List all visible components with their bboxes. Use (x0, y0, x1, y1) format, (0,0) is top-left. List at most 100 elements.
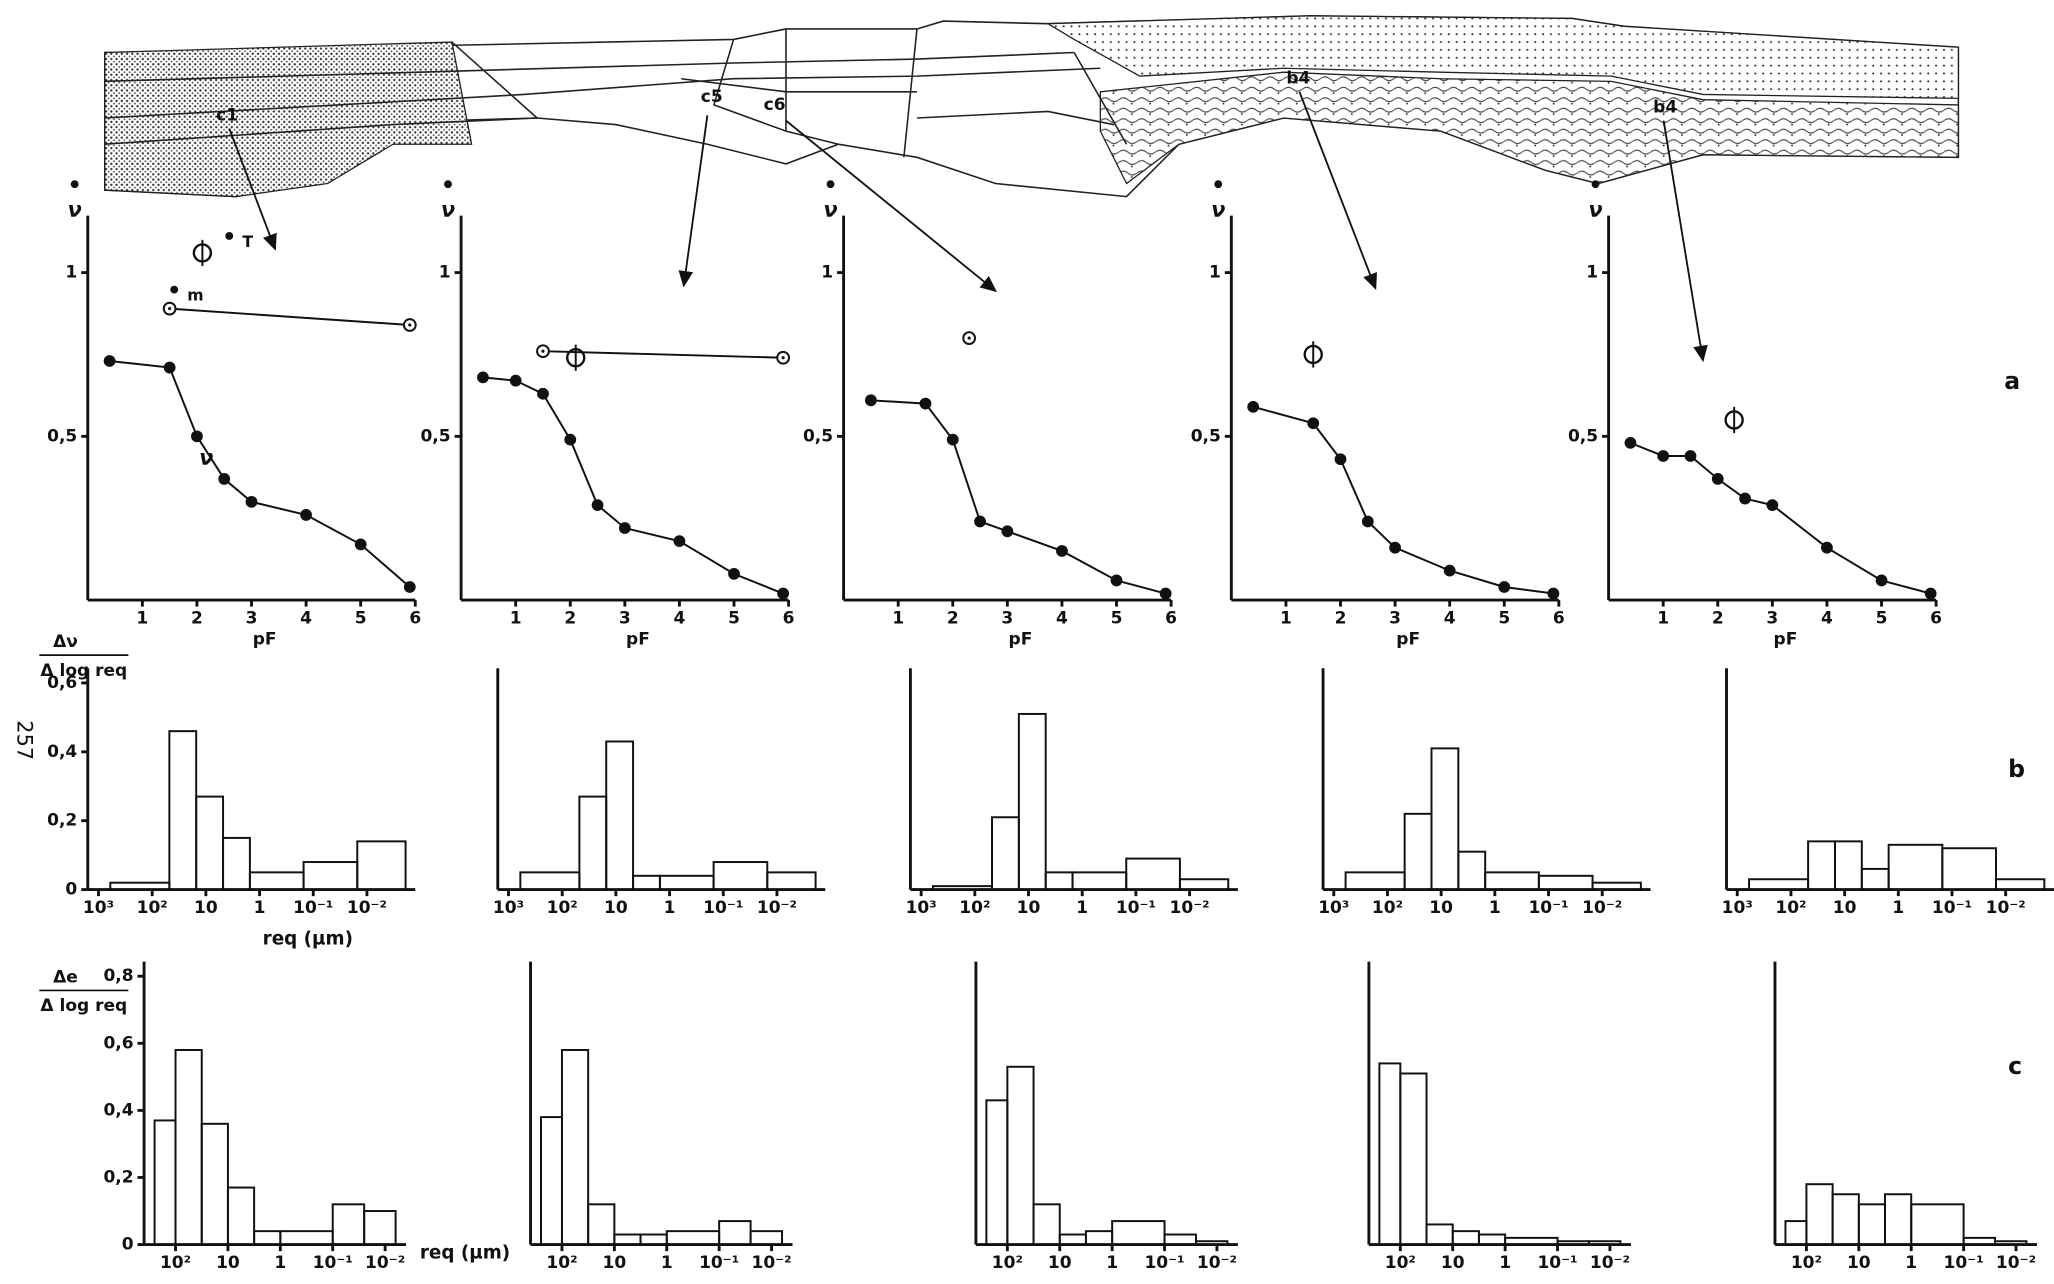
bar (1427, 1224, 1453, 1244)
y-tick-label: 1 (65, 263, 77, 283)
bar (1942, 848, 1996, 889)
bar (767, 872, 815, 889)
chart: 00,20,40,610³10²10110⁻¹10⁻²ΔνΔ log reqre… (39, 632, 415, 949)
bar (1485, 872, 1539, 889)
point (947, 434, 959, 446)
chart: 0,51123456νpFνTm (47, 180, 421, 649)
x-tick-label: 10² (959, 898, 990, 918)
bar (1995, 1241, 2026, 1244)
bar (751, 1231, 782, 1244)
profile-label: b4 (1286, 69, 1310, 89)
x-tick-label: 5 (1498, 608, 1510, 628)
x-tick-label: 3 (619, 608, 631, 628)
bar (1379, 1063, 1400, 1244)
point (1766, 499, 1778, 511)
bar (1346, 872, 1405, 889)
bar (202, 1124, 228, 1245)
bar (280, 1231, 332, 1244)
annotation: ν (199, 446, 213, 470)
bar (1589, 1241, 1620, 1244)
x-tick-label: 10³ (83, 898, 114, 918)
point (1389, 542, 1401, 554)
series-line (110, 361, 410, 587)
x-tick-label: 1 (1489, 898, 1501, 918)
bar (588, 1204, 614, 1244)
chart: 0,51123456νpF (1568, 180, 1942, 649)
y-tick-label: 0,5 (420, 426, 450, 446)
point (1160, 588, 1172, 600)
x-tick-label: 1 (664, 898, 676, 918)
y-tick-label: 0 (65, 880, 77, 900)
x-tick-label: 1 (892, 608, 904, 628)
bar (228, 1188, 254, 1245)
x-tick-label: 10³ (493, 898, 524, 918)
x-tick-label: 2 (1712, 608, 1724, 628)
page-number: 257 (13, 720, 37, 760)
bar (1405, 814, 1432, 890)
y-tick-label: 1 (439, 263, 451, 283)
y-axis-label: Δ log req (40, 661, 127, 681)
x-axis-label: req (µm) (263, 928, 353, 949)
x-tick-label: 10³ (1318, 898, 1349, 918)
y-tick-label: 0 (122, 1235, 134, 1255)
y-axis-label: ν (1211, 197, 1225, 221)
x-tick-label: 10⁻² (751, 1253, 791, 1273)
bar (1458, 852, 1485, 890)
x-tick-label: 10⁻¹ (1944, 1253, 1984, 1273)
point (1444, 565, 1456, 577)
decoration (1214, 180, 1222, 188)
point (564, 434, 576, 446)
x-tick-label: 6 (1930, 608, 1942, 628)
y-tick-label: 0,4 (47, 742, 77, 762)
point (1625, 437, 1637, 449)
bar (223, 838, 250, 890)
x-tick-label: 10 (1048, 1253, 1072, 1273)
x-tick-label: 10³ (1722, 898, 1753, 918)
x-tick-label: 10² (1372, 898, 1403, 918)
decoration (408, 323, 411, 326)
x-tick-label: 6 (409, 608, 421, 628)
bar (1785, 1221, 1806, 1244)
chart: 10²10110⁻¹10⁻² (1775, 962, 2037, 1273)
x-tick-label: 3 (1389, 608, 1401, 628)
bar (1060, 1235, 1086, 1245)
x-tick-label: 1 (1657, 608, 1669, 628)
point (104, 355, 116, 367)
bar (304, 862, 358, 890)
bar (562, 1050, 588, 1245)
x-tick-label: 10 (216, 1253, 240, 1273)
x-tick-label: 6 (1165, 608, 1177, 628)
decoration (968, 337, 971, 340)
point (1657, 450, 1669, 462)
soil-profile (105, 16, 1959, 197)
point (477, 371, 489, 383)
x-tick-label: 4 (674, 608, 686, 628)
point (1739, 493, 1751, 505)
x-tick-label: 10⁻¹ (1116, 898, 1156, 918)
x-tick-label: 10 (604, 898, 628, 918)
point (1111, 575, 1123, 587)
y-tick-label: 0,5 (803, 426, 833, 446)
y-tick-label: 1 (1209, 263, 1221, 283)
y-tick-label: 0,8 (103, 966, 133, 986)
chart: 0,51123456νpF (1191, 180, 1565, 649)
bar (606, 741, 633, 889)
point (1056, 545, 1068, 557)
point (1876, 575, 1888, 587)
charts: 0,51123456νpFνTm0,51123456νpF0,51123456ν… (39, 180, 2054, 1273)
bar (1007, 1067, 1033, 1245)
x-tick-label: 1 (1076, 898, 1088, 918)
x-tick-label: 10⁻² (1996, 1253, 2036, 1273)
profile-label: c6 (764, 95, 786, 115)
x-tick-label: 5 (728, 608, 740, 628)
x-tick-label: 10⁻¹ (313, 1253, 353, 1273)
point (300, 509, 312, 521)
x-tick-label: 10² (546, 1253, 577, 1273)
x-tick-label: 1 (661, 1253, 673, 1273)
profile-label: b4 (1653, 98, 1677, 118)
x-tick-label: 10 (603, 1253, 627, 1273)
chart: 10²10110⁻¹10⁻² (976, 962, 1238, 1273)
